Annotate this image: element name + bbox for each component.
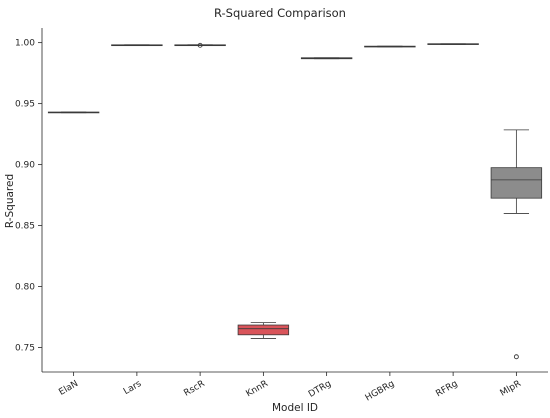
x-tick-label: DTRg [307, 379, 333, 400]
y-tick-label: 0.75 [15, 344, 35, 354]
outlier-point [197, 42, 203, 48]
box-body [490, 167, 543, 199]
y-tick-label: 0.90 [15, 161, 35, 171]
x-tick-label: HGBRg [364, 379, 397, 404]
box-mlpr [490, 129, 543, 360]
chart-title: R-Squared Comparison [214, 6, 346, 20]
y-tick-label: 1.00 [15, 39, 35, 49]
box-dtrg [300, 57, 353, 60]
y-tick-label: 0.95 [15, 100, 35, 110]
x-axis-label: Model ID [272, 402, 318, 414]
box-rscr [174, 42, 226, 48]
x-tick-label: ElaN [57, 379, 80, 398]
y-tick-label: 0.85 [15, 222, 35, 232]
box-hgbrg [364, 45, 416, 48]
y-axis-ticks: 0.75 0.80 0.85 0.90 0.95 1.00 [15, 39, 42, 354]
y-tick-label: 0.80 [15, 283, 35, 293]
x-tick-label: MlpR [499, 379, 523, 399]
box-lars [111, 44, 163, 47]
box-body [237, 324, 290, 336]
x-tick-label: RscR [182, 379, 206, 399]
box-elan [47, 111, 100, 114]
y-axis-label: R-Squared [4, 174, 16, 228]
box-series [47, 42, 543, 360]
box-rfrg [427, 43, 479, 45]
x-tick-label: Lars [122, 379, 144, 397]
x-axis-ticks: ElaN Lars RscR KnnR DTRg HGBRg RFRg MlpR [57, 372, 523, 404]
outlier-point [513, 354, 519, 360]
x-tick-label: KnnR [244, 379, 269, 399]
box-knnr [237, 322, 290, 339]
x-tick-label: RFRg [434, 379, 459, 399]
